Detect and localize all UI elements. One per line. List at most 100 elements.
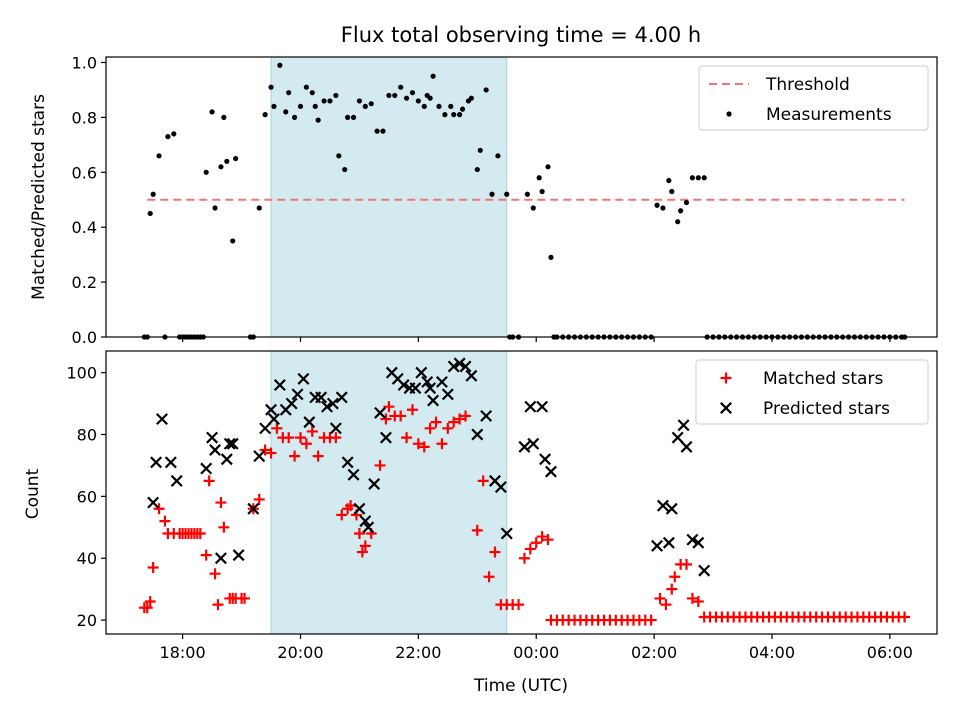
data-point	[406, 404, 418, 416]
data-point	[220, 453, 233, 466]
data-point	[477, 147, 483, 153]
data-point	[200, 549, 212, 561]
data-point	[536, 531, 548, 543]
data-point	[303, 416, 316, 429]
x-tick-label: 06:00	[867, 643, 913, 662]
data-point	[286, 90, 292, 96]
data-point	[380, 413, 392, 425]
data-point	[418, 441, 430, 453]
data-point	[669, 188, 675, 195]
data-point	[144, 596, 156, 608]
count-panel: 20 40 60 80 100 18:00 20:00 22:00 00:00 02:00 04:0…	[66, 350, 938, 662]
data-point	[441, 388, 454, 401]
data-point	[454, 413, 466, 425]
data-point	[321, 98, 327, 104]
data-point	[147, 562, 159, 574]
data-point	[336, 509, 348, 521]
data-point	[356, 546, 368, 558]
data-point	[353, 502, 366, 515]
data-point	[453, 357, 466, 370]
data-point	[681, 558, 693, 570]
data-point	[662, 536, 675, 549]
data-point	[333, 92, 339, 99]
data-point	[256, 205, 262, 211]
data-point	[253, 450, 266, 463]
legend-frame	[695, 359, 929, 425]
data-point	[200, 462, 213, 475]
data-point	[651, 539, 664, 552]
data-point	[150, 456, 163, 469]
data-point	[666, 583, 678, 595]
data-point	[214, 552, 227, 565]
data-point	[544, 465, 557, 478]
data-point	[430, 416, 442, 428]
data-point	[218, 164, 224, 170]
data-point	[483, 87, 489, 93]
data-point	[171, 131, 177, 137]
y-tick-label: 100	[66, 364, 97, 383]
y-tick-label: 0.4	[72, 218, 97, 237]
x-tick-label: 20:00	[277, 643, 323, 662]
y-tick-label: 40	[77, 549, 97, 568]
data-point	[689, 175, 696, 181]
data-point	[374, 128, 380, 134]
data-point	[277, 62, 283, 68]
data-point	[489, 191, 495, 197]
data-point	[656, 499, 669, 512]
y-tick-label: 0.6	[72, 163, 97, 182]
data-point	[494, 481, 507, 494]
data-point	[326, 397, 339, 410]
data-point	[518, 440, 531, 453]
data-point	[654, 592, 666, 604]
legend-label: Matched stars	[763, 369, 883, 389]
data-point	[209, 443, 222, 456]
data-point	[359, 515, 372, 528]
data-point	[899, 611, 911, 623]
data-point	[262, 112, 268, 118]
data-point	[530, 537, 542, 549]
data-point	[500, 527, 513, 540]
data-point	[268, 84, 274, 90]
data-point	[401, 432, 413, 444]
y-tick-label: 60	[77, 487, 97, 506]
data-point	[468, 95, 475, 101]
y-tick-label: 1.0	[72, 53, 97, 72]
data-point	[675, 219, 681, 225]
data-point	[524, 400, 537, 413]
data-point	[395, 410, 407, 422]
x-tick-label: 18:00	[160, 643, 206, 662]
data-point	[300, 438, 312, 450]
data-point	[379, 431, 392, 444]
data-point	[265, 447, 277, 459]
data-point	[209, 568, 221, 580]
data-point	[680, 440, 693, 453]
data-point	[683, 199, 690, 206]
data-point	[309, 90, 315, 96]
data-point	[403, 95, 410, 101]
data-point	[150, 191, 156, 197]
data-point	[480, 409, 493, 422]
observing-window-span	[270, 350, 508, 635]
data-point	[692, 536, 705, 549]
data-point	[671, 431, 684, 444]
series-matched-stars	[138, 401, 911, 626]
data-point	[297, 372, 310, 385]
data-point	[285, 397, 298, 410]
data-point	[409, 90, 416, 96]
data-point	[374, 406, 387, 419]
data-point	[524, 191, 530, 197]
data-point	[386, 92, 392, 99]
data-point	[283, 109, 289, 115]
data-point	[527, 437, 540, 450]
data-point	[457, 112, 463, 118]
data-point	[686, 592, 698, 604]
data-point	[356, 98, 363, 104]
data-point	[692, 596, 704, 608]
data-point	[424, 382, 437, 395]
data-point	[459, 360, 472, 373]
data-point	[412, 438, 424, 450]
data-point	[430, 73, 436, 79]
data-point	[442, 112, 448, 118]
data-point	[353, 527, 365, 539]
